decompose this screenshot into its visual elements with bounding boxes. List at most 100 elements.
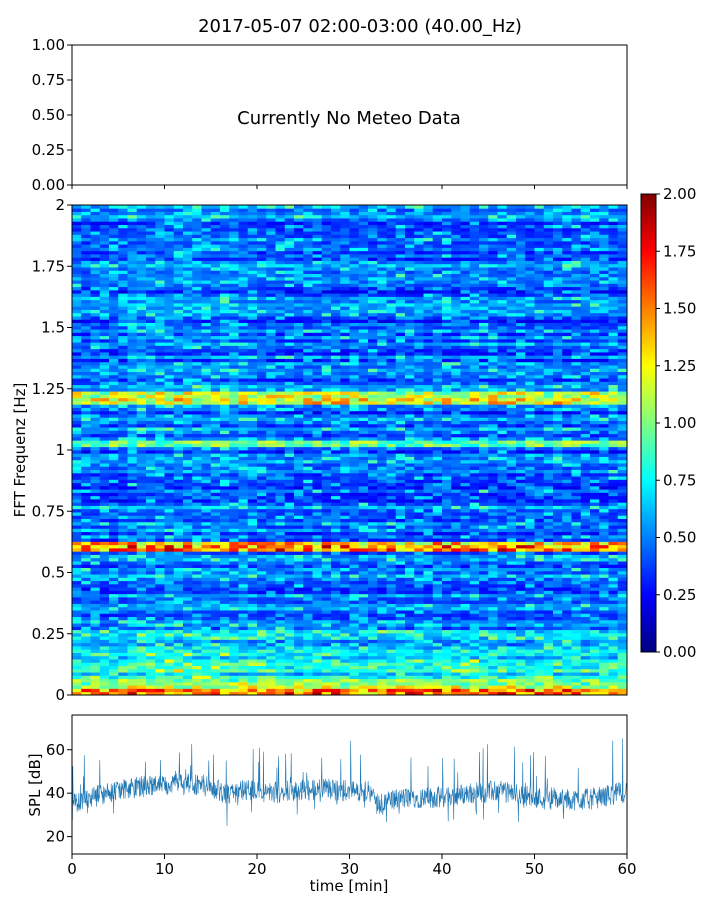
heatmap-cell xyxy=(192,234,202,239)
heatmap-cell xyxy=(349,528,360,533)
heatmap-cell xyxy=(312,423,323,428)
heatmap-cell xyxy=(294,534,304,539)
heatmap-cell xyxy=(155,342,165,346)
heatmap-cell xyxy=(192,440,202,444)
heatmap-cell xyxy=(294,234,304,239)
heatmap-cell xyxy=(275,466,286,470)
heatmap-cell xyxy=(247,466,258,470)
heatmap-cell xyxy=(275,250,286,255)
heatmap-cell xyxy=(90,391,101,395)
heatmap-cell xyxy=(275,342,286,346)
heatmap-cell xyxy=(136,659,147,663)
heatmap-cell xyxy=(192,450,202,454)
heatmap-cell xyxy=(118,472,128,477)
heatmap-cell xyxy=(349,551,360,555)
heatmap-cell xyxy=(331,538,341,542)
heatmap-cell xyxy=(275,384,286,389)
heatmap-cell xyxy=(238,234,249,239)
heatmap-cell xyxy=(109,391,119,395)
heatmap-cell xyxy=(312,254,323,258)
heatmap-cell xyxy=(164,541,175,546)
heatmap-cell xyxy=(155,289,165,294)
heatmap-cell xyxy=(136,499,147,503)
heatmap-cell xyxy=(238,492,249,497)
heatmap-cell xyxy=(284,678,295,683)
heatmap-cell xyxy=(266,619,276,624)
heatmap-cell xyxy=(321,440,332,444)
heatmap-cell xyxy=(109,528,119,533)
heatmap-cell xyxy=(349,273,360,278)
heatmap-cell xyxy=(275,518,286,523)
heatmap-cell xyxy=(368,309,378,314)
heatmap-cell xyxy=(81,538,91,542)
heatmap-cell xyxy=(294,244,304,248)
heatmap-cell xyxy=(238,401,249,405)
heatmap-cell xyxy=(201,580,212,585)
heatmap-cell xyxy=(210,263,221,268)
heatmap-cell xyxy=(275,649,286,653)
heatmap-cell xyxy=(220,561,230,565)
heatmap-cell xyxy=(90,231,101,235)
heatmap-cell xyxy=(81,361,91,366)
heatmap-cell xyxy=(90,492,101,497)
heatmap-cell xyxy=(109,619,119,624)
heatmap-cell xyxy=(266,691,276,696)
heatmap-cell xyxy=(220,260,230,265)
heatmap-cell xyxy=(192,567,202,572)
heatmap-cell xyxy=(368,453,378,457)
heatmap-cell xyxy=(146,250,156,255)
heatmap-cell xyxy=(358,211,369,216)
heatmap-cell xyxy=(155,597,165,601)
heatmap-cell xyxy=(331,387,341,392)
heatmap-cell xyxy=(72,335,82,340)
heatmap-cell xyxy=(266,597,276,601)
heatmap-cell xyxy=(321,508,332,513)
heatmap-cell xyxy=(238,610,249,614)
heatmap-cell xyxy=(173,463,184,467)
heatmap-cell xyxy=(173,427,184,431)
heatmap-cell xyxy=(201,472,212,477)
heatmap-cell xyxy=(294,469,304,474)
heatmap-cell xyxy=(321,446,332,451)
heatmap-cell xyxy=(155,593,165,598)
heatmap-cell xyxy=(210,557,221,562)
heatmap-cell xyxy=(173,600,184,604)
heatmap-cell xyxy=(247,574,258,578)
heatmap-cell xyxy=(340,208,350,212)
heatmap-cell xyxy=(118,280,128,284)
heatmap-cell xyxy=(99,218,110,222)
heatmap-cell xyxy=(90,250,101,255)
heatmap-cell xyxy=(284,332,295,337)
heatmap-cell xyxy=(173,303,184,307)
heatmap-cell xyxy=(294,247,304,252)
heatmap-cell xyxy=(275,623,286,627)
heatmap-cell xyxy=(155,469,165,474)
heatmap-cell xyxy=(257,551,267,555)
heatmap-cell xyxy=(321,286,332,291)
heatmap-cell xyxy=(109,427,119,431)
heatmap-cell xyxy=(136,512,147,516)
heatmap-cell xyxy=(72,646,82,650)
heatmap-cell xyxy=(136,528,147,533)
heatmap-cell xyxy=(331,557,341,562)
heatmap-cell xyxy=(118,335,128,340)
heatmap-cell xyxy=(81,508,91,513)
heatmap-cell xyxy=(303,325,313,330)
heatmap-cell xyxy=(127,495,138,500)
heatmap-cell xyxy=(192,485,202,490)
heatmap-cell xyxy=(284,479,295,484)
heatmap-cell xyxy=(127,267,138,271)
heatmap-cell xyxy=(127,417,138,421)
heatmap-cell xyxy=(201,564,212,568)
heatmap-cell xyxy=(284,619,295,624)
heatmap-cell xyxy=(257,257,267,261)
heatmap-cell xyxy=(99,456,110,461)
heatmap-cell xyxy=(220,463,230,467)
heatmap-cell xyxy=(118,678,128,683)
heatmap-cell xyxy=(183,691,193,696)
heatmap-cell xyxy=(284,681,295,686)
heatmap-cell xyxy=(331,515,341,519)
heatmap-cell xyxy=(136,453,147,457)
heatmap-cell xyxy=(210,469,221,474)
heatmap-cell xyxy=(358,309,369,314)
